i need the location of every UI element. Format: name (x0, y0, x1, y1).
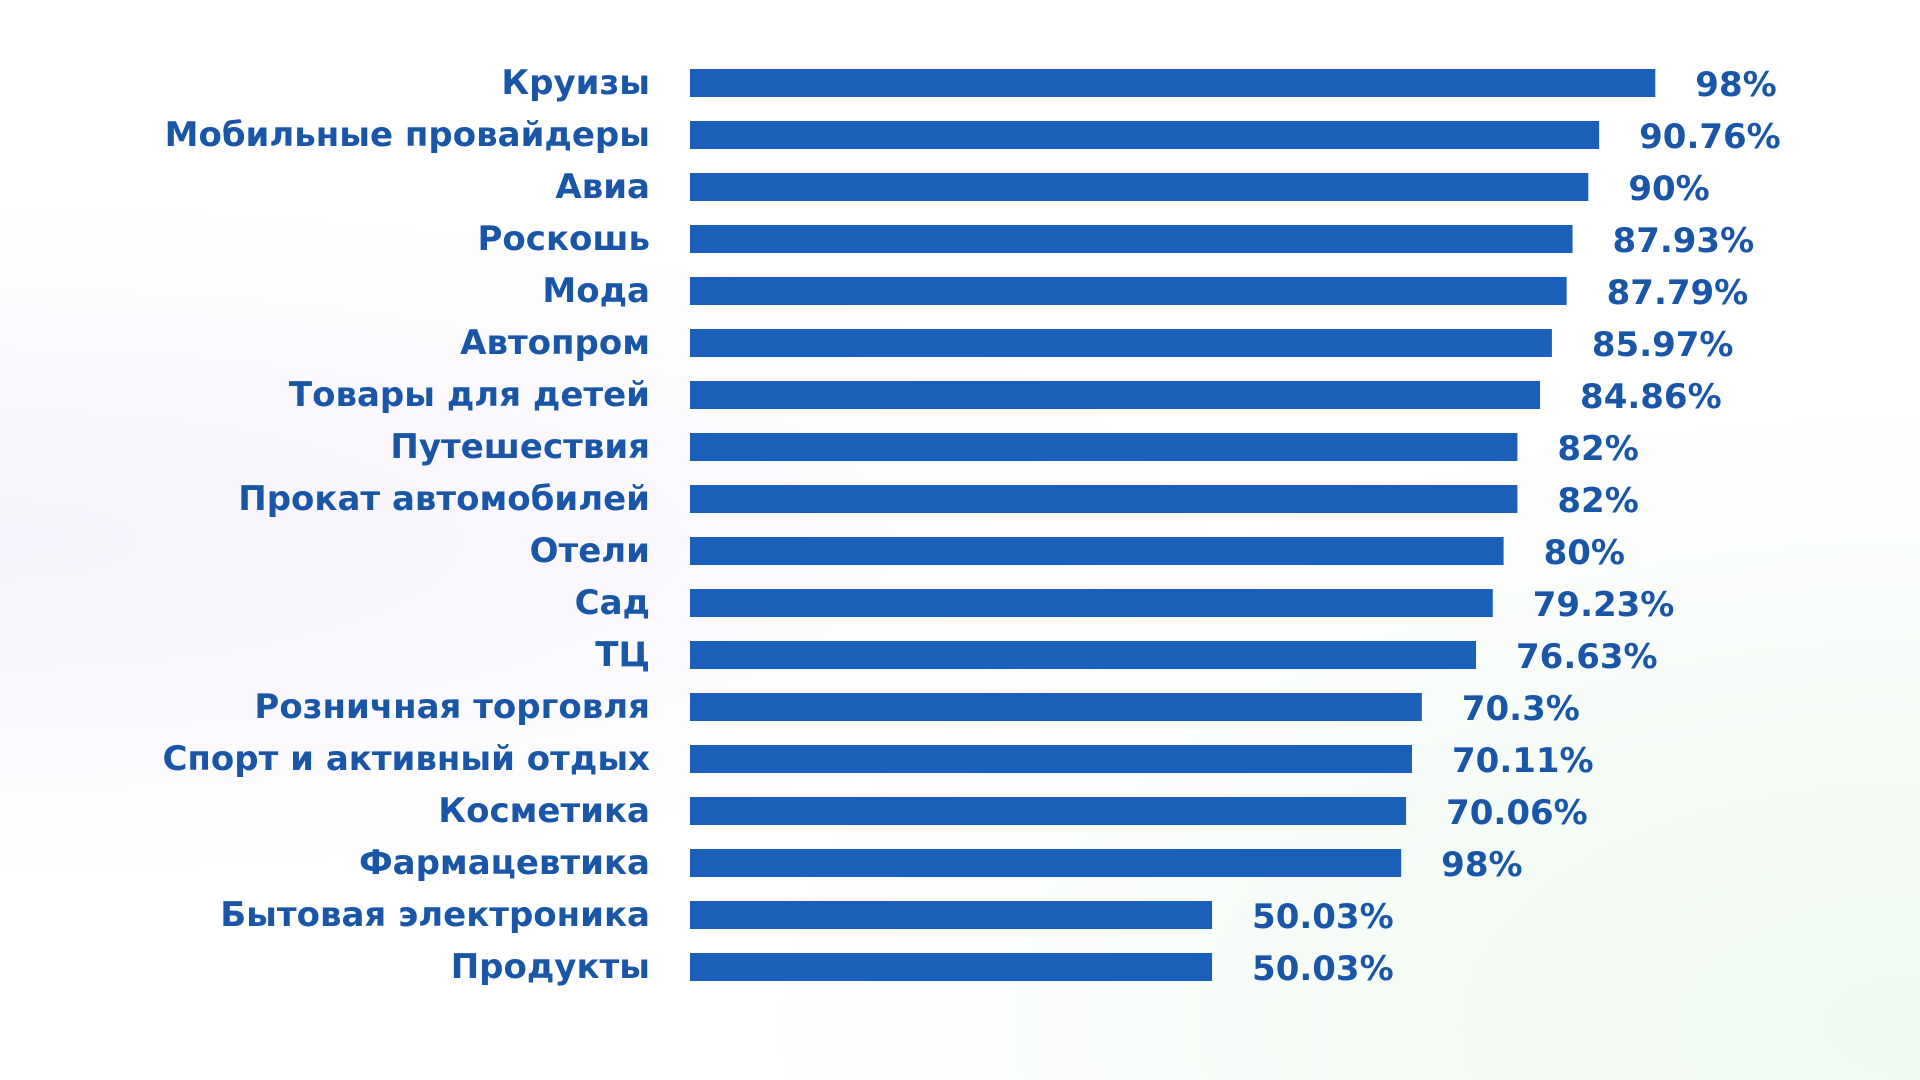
bar (690, 745, 1413, 773)
value-label: 82% (1557, 429, 1638, 469)
value-label: 90% (1628, 169, 1709, 209)
value-label: 70.11% (1452, 741, 1594, 781)
bar (690, 953, 1213, 981)
category-label: Автопром (460, 323, 650, 363)
bar (690, 433, 1518, 461)
category-label: Авиа (555, 167, 650, 207)
value-label: 76.63% (1516, 637, 1658, 677)
bar (690, 173, 1589, 201)
category-label: Мода (542, 271, 650, 311)
value-label: 50.03% (1252, 949, 1394, 989)
category-label: Товары для детей (289, 375, 650, 415)
category-label: Спорт и активный отдых (162, 739, 650, 779)
bar (690, 381, 1541, 409)
category-label: Бытовая электроника (220, 895, 650, 935)
value-label: 87.93% (1613, 221, 1755, 261)
category-label: ТЦ (595, 635, 650, 675)
value-label: 98% (1441, 845, 1522, 885)
category-label: Продукты (451, 947, 650, 987)
value-label: 50.03% (1252, 897, 1394, 937)
value-label: 70.06% (1446, 793, 1588, 833)
bar (690, 277, 1567, 305)
bar (690, 849, 1402, 877)
category-label: Косметика (438, 791, 650, 831)
category-label: Роскошь (478, 219, 650, 259)
bar (690, 485, 1518, 513)
value-label: 70.3% (1462, 689, 1580, 729)
bar (690, 537, 1504, 565)
bar (690, 641, 1477, 669)
bar (690, 797, 1407, 825)
value-label: 82% (1557, 481, 1638, 521)
category-label: Путешествия (390, 427, 650, 467)
bar (690, 693, 1422, 721)
category-label: Розничная торговля (254, 687, 650, 727)
category-label: Сад (575, 583, 650, 623)
category-label: Отели (530, 531, 650, 571)
bar (690, 589, 1493, 617)
value-label: 87.79% (1607, 273, 1749, 313)
value-label: 80% (1544, 533, 1625, 573)
bar (690, 225, 1573, 253)
category-label: Прокат автомобилей (238, 479, 650, 519)
value-label: 84.86% (1580, 377, 1722, 417)
bar (690, 69, 1656, 97)
value-label: 79.23% (1533, 585, 1675, 625)
bar (690, 121, 1600, 149)
value-label: 98% (1695, 65, 1776, 105)
category-label: Фармацевтика (359, 843, 650, 883)
value-label: 85.97% (1592, 325, 1734, 365)
bar (690, 901, 1213, 929)
value-label: 90.76% (1639, 117, 1781, 157)
bar (690, 329, 1552, 357)
category-label: Круизы (501, 63, 650, 103)
category-label: Мобильные провайдеры (165, 115, 650, 155)
